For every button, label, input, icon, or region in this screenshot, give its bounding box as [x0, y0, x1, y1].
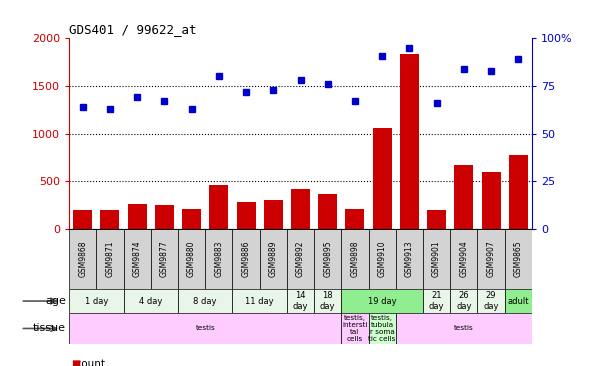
Bar — [505, 289, 532, 313]
Bar — [100, 210, 120, 229]
Bar — [450, 289, 477, 313]
Bar — [400, 54, 419, 229]
Bar — [205, 229, 233, 289]
Bar — [396, 229, 423, 289]
Text: GSM9865: GSM9865 — [514, 240, 523, 277]
Text: GSM9904: GSM9904 — [459, 240, 468, 277]
Bar — [124, 289, 178, 313]
Text: 29
day: 29 day — [483, 291, 499, 311]
Text: 4 day: 4 day — [139, 296, 162, 306]
Bar — [368, 313, 396, 344]
Text: testis,
tubula
r soma
tic cells: testis, tubula r soma tic cells — [368, 315, 396, 342]
Text: ■: ■ — [71, 359, 80, 366]
Text: GSM9901: GSM9901 — [432, 240, 441, 277]
Text: age: age — [45, 296, 66, 306]
Bar — [477, 289, 505, 313]
Bar — [423, 289, 450, 313]
Bar — [368, 229, 396, 289]
Text: testis: testis — [454, 325, 474, 332]
Text: 21
day: 21 day — [429, 291, 444, 311]
Bar — [96, 229, 124, 289]
Bar — [341, 313, 368, 344]
Bar — [318, 194, 337, 229]
Text: tissue: tissue — [33, 324, 66, 333]
Bar — [155, 205, 174, 229]
Text: 14
day: 14 day — [293, 291, 308, 311]
Text: GSM9868: GSM9868 — [78, 241, 87, 277]
Bar — [373, 128, 392, 229]
Bar — [341, 229, 368, 289]
Bar — [477, 229, 505, 289]
Bar — [346, 209, 364, 229]
Bar — [341, 289, 423, 313]
Bar — [505, 229, 532, 289]
Text: GSM9910: GSM9910 — [377, 240, 386, 277]
Bar — [314, 289, 341, 313]
Text: count: count — [69, 359, 105, 366]
Bar — [287, 229, 314, 289]
Bar — [209, 185, 228, 229]
Text: GDS401 / 99622_at: GDS401 / 99622_at — [69, 23, 197, 36]
Bar — [481, 172, 501, 229]
Bar — [69, 313, 341, 344]
Bar — [124, 229, 151, 289]
Bar — [69, 289, 124, 313]
Text: 8 day: 8 day — [194, 296, 217, 306]
Text: GSM9874: GSM9874 — [133, 240, 142, 277]
Text: GSM9871: GSM9871 — [105, 241, 114, 277]
Text: GSM9913: GSM9913 — [405, 240, 414, 277]
Text: GSM9889: GSM9889 — [269, 241, 278, 277]
Text: 18
day: 18 day — [320, 291, 335, 311]
Text: adult: adult — [507, 296, 529, 306]
Bar — [233, 229, 260, 289]
Bar — [454, 165, 474, 229]
Bar — [73, 210, 93, 229]
Text: GSM9907: GSM9907 — [487, 240, 496, 277]
Text: GSM9883: GSM9883 — [215, 241, 224, 277]
Text: GSM9886: GSM9886 — [242, 241, 251, 277]
Bar — [182, 209, 201, 229]
Text: 1 day: 1 day — [85, 296, 108, 306]
Bar — [423, 229, 450, 289]
Text: 26
day: 26 day — [456, 291, 472, 311]
Text: GSM9892: GSM9892 — [296, 241, 305, 277]
Text: GSM9895: GSM9895 — [323, 240, 332, 277]
Text: 19 day: 19 day — [368, 296, 397, 306]
Bar — [260, 229, 287, 289]
Bar — [233, 289, 287, 313]
Text: GSM9877: GSM9877 — [160, 240, 169, 277]
Bar — [264, 200, 283, 229]
Text: GSM9880: GSM9880 — [187, 241, 196, 277]
Bar — [287, 289, 314, 313]
Bar — [151, 229, 178, 289]
Bar — [237, 202, 255, 229]
Bar — [314, 229, 341, 289]
Text: 11 day: 11 day — [245, 296, 274, 306]
Text: GSM9898: GSM9898 — [350, 241, 359, 277]
Bar — [127, 204, 147, 229]
Bar — [396, 313, 532, 344]
Bar — [427, 210, 446, 229]
Bar — [178, 229, 205, 289]
Bar — [450, 229, 477, 289]
Bar — [291, 189, 310, 229]
Text: testis,
intersti
tal
cells: testis, intersti tal cells — [342, 315, 368, 342]
Bar — [178, 289, 233, 313]
Bar — [69, 229, 96, 289]
Bar — [508, 155, 528, 229]
Text: testis: testis — [195, 325, 215, 332]
